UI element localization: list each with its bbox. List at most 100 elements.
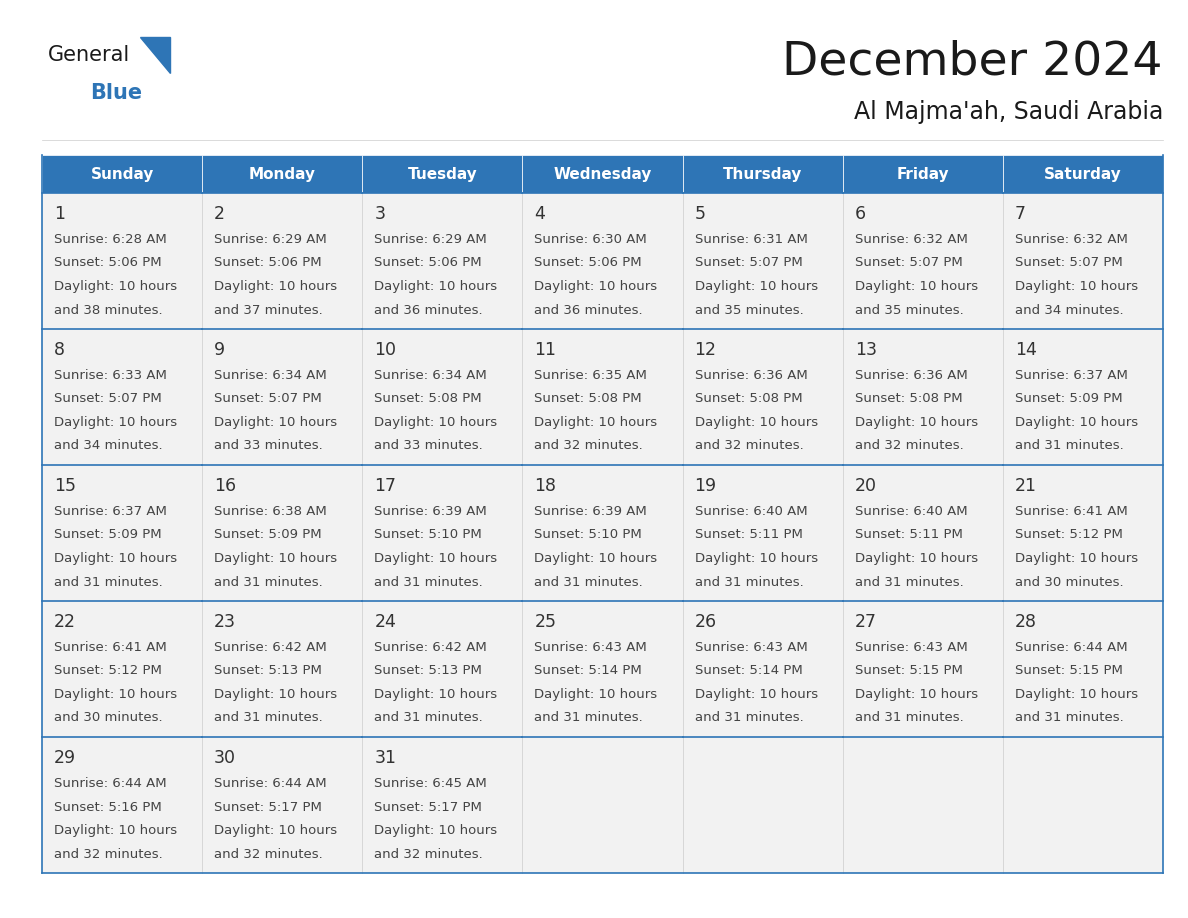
Text: 23: 23 bbox=[214, 613, 236, 631]
Text: Sunset: 5:13 PM: Sunset: 5:13 PM bbox=[214, 665, 322, 677]
Polygon shape bbox=[140, 37, 170, 73]
Bar bbox=[202, 601, 362, 737]
Text: Sunset: 5:06 PM: Sunset: 5:06 PM bbox=[374, 256, 482, 270]
Text: Sunrise: 6:42 AM: Sunrise: 6:42 AM bbox=[214, 641, 327, 654]
Text: Sunrise: 6:44 AM: Sunrise: 6:44 AM bbox=[214, 777, 327, 790]
Text: 11: 11 bbox=[535, 341, 556, 359]
Bar bbox=[362, 155, 523, 193]
Text: Daylight: 10 hours: Daylight: 10 hours bbox=[535, 416, 657, 429]
Text: 13: 13 bbox=[854, 341, 877, 359]
Text: Sunrise: 6:33 AM: Sunrise: 6:33 AM bbox=[53, 369, 166, 382]
Bar bbox=[362, 737, 523, 873]
Text: Daylight: 10 hours: Daylight: 10 hours bbox=[535, 688, 657, 701]
Bar bbox=[1003, 155, 1163, 193]
Bar bbox=[842, 155, 1003, 193]
Text: Daylight: 10 hours: Daylight: 10 hours bbox=[53, 416, 177, 429]
Text: Friday: Friday bbox=[897, 166, 949, 182]
Text: Sunset: 5:14 PM: Sunset: 5:14 PM bbox=[695, 665, 802, 677]
Text: Wednesday: Wednesday bbox=[554, 166, 652, 182]
Text: Sunday: Sunday bbox=[90, 166, 153, 182]
Bar bbox=[202, 737, 362, 873]
Text: and 31 minutes.: and 31 minutes. bbox=[214, 576, 323, 588]
Text: Sunrise: 6:37 AM: Sunrise: 6:37 AM bbox=[1015, 369, 1127, 382]
Text: 8: 8 bbox=[53, 341, 65, 359]
Text: Sunset: 5:09 PM: Sunset: 5:09 PM bbox=[214, 529, 322, 542]
Text: Sunrise: 6:43 AM: Sunrise: 6:43 AM bbox=[854, 641, 967, 654]
Text: Thursday: Thursday bbox=[723, 166, 802, 182]
Text: Daylight: 10 hours: Daylight: 10 hours bbox=[695, 688, 817, 701]
Text: Sunrise: 6:30 AM: Sunrise: 6:30 AM bbox=[535, 233, 647, 246]
Text: 17: 17 bbox=[374, 477, 397, 495]
Text: Daylight: 10 hours: Daylight: 10 hours bbox=[1015, 280, 1138, 293]
Text: 14: 14 bbox=[1015, 341, 1037, 359]
Bar bbox=[42, 737, 202, 873]
Text: Sunset: 5:13 PM: Sunset: 5:13 PM bbox=[374, 665, 482, 677]
Bar bbox=[1003, 329, 1163, 465]
Text: 4: 4 bbox=[535, 205, 545, 223]
Bar bbox=[842, 329, 1003, 465]
Bar bbox=[42, 193, 202, 329]
Text: and 38 minutes.: and 38 minutes. bbox=[53, 304, 163, 317]
Text: 26: 26 bbox=[695, 613, 716, 631]
Text: Daylight: 10 hours: Daylight: 10 hours bbox=[214, 416, 337, 429]
Text: 21: 21 bbox=[1015, 477, 1037, 495]
Text: Sunrise: 6:41 AM: Sunrise: 6:41 AM bbox=[1015, 505, 1127, 518]
Text: Daylight: 10 hours: Daylight: 10 hours bbox=[695, 552, 817, 565]
Text: 29: 29 bbox=[53, 749, 76, 767]
Bar bbox=[362, 465, 523, 601]
Text: Sunrise: 6:36 AM: Sunrise: 6:36 AM bbox=[854, 369, 967, 382]
Bar bbox=[842, 737, 1003, 873]
Text: 16: 16 bbox=[214, 477, 236, 495]
Text: Sunrise: 6:39 AM: Sunrise: 6:39 AM bbox=[374, 505, 487, 518]
Bar bbox=[362, 193, 523, 329]
Text: Sunset: 5:06 PM: Sunset: 5:06 PM bbox=[214, 256, 322, 270]
Text: Sunrise: 6:37 AM: Sunrise: 6:37 AM bbox=[53, 505, 166, 518]
Bar bbox=[202, 155, 362, 193]
Text: and 31 minutes.: and 31 minutes. bbox=[695, 711, 803, 724]
Text: and 31 minutes.: and 31 minutes. bbox=[1015, 711, 1124, 724]
Bar bbox=[842, 601, 1003, 737]
Text: Daylight: 10 hours: Daylight: 10 hours bbox=[854, 552, 978, 565]
Bar bbox=[683, 465, 842, 601]
Text: Sunrise: 6:32 AM: Sunrise: 6:32 AM bbox=[854, 233, 967, 246]
Text: and 35 minutes.: and 35 minutes. bbox=[695, 304, 803, 317]
Text: Sunrise: 6:45 AM: Sunrise: 6:45 AM bbox=[374, 777, 487, 790]
Text: and 35 minutes.: and 35 minutes. bbox=[854, 304, 963, 317]
Text: Sunset: 5:07 PM: Sunset: 5:07 PM bbox=[1015, 256, 1123, 270]
Bar bbox=[1003, 737, 1163, 873]
Text: Daylight: 10 hours: Daylight: 10 hours bbox=[374, 824, 498, 837]
Text: 1: 1 bbox=[53, 205, 65, 223]
Text: Daylight: 10 hours: Daylight: 10 hours bbox=[374, 280, 498, 293]
Bar bbox=[362, 329, 523, 465]
Bar bbox=[1003, 465, 1163, 601]
Text: 19: 19 bbox=[695, 477, 716, 495]
Text: and 31 minutes.: and 31 minutes. bbox=[1015, 440, 1124, 453]
Text: 28: 28 bbox=[1015, 613, 1037, 631]
Bar bbox=[683, 601, 842, 737]
Text: Sunrise: 6:32 AM: Sunrise: 6:32 AM bbox=[1015, 233, 1127, 246]
Text: Sunrise: 6:44 AM: Sunrise: 6:44 AM bbox=[1015, 641, 1127, 654]
Text: and 31 minutes.: and 31 minutes. bbox=[854, 711, 963, 724]
Text: Daylight: 10 hours: Daylight: 10 hours bbox=[53, 688, 177, 701]
Bar bbox=[42, 155, 202, 193]
Text: Sunset: 5:17 PM: Sunset: 5:17 PM bbox=[214, 800, 322, 813]
Text: 30: 30 bbox=[214, 749, 236, 767]
Text: and 34 minutes.: and 34 minutes. bbox=[1015, 304, 1124, 317]
Bar bbox=[1003, 601, 1163, 737]
Text: and 31 minutes.: and 31 minutes. bbox=[535, 711, 643, 724]
Text: Sunset: 5:06 PM: Sunset: 5:06 PM bbox=[53, 256, 162, 270]
Text: Sunset: 5:12 PM: Sunset: 5:12 PM bbox=[53, 665, 162, 677]
Text: 7: 7 bbox=[1015, 205, 1026, 223]
Text: Daylight: 10 hours: Daylight: 10 hours bbox=[695, 280, 817, 293]
Text: Sunset: 5:14 PM: Sunset: 5:14 PM bbox=[535, 665, 643, 677]
Text: Sunrise: 6:34 AM: Sunrise: 6:34 AM bbox=[214, 369, 327, 382]
Text: Sunset: 5:12 PM: Sunset: 5:12 PM bbox=[1015, 529, 1123, 542]
Text: Daylight: 10 hours: Daylight: 10 hours bbox=[214, 280, 337, 293]
Text: and 36 minutes.: and 36 minutes. bbox=[535, 304, 643, 317]
Text: Tuesday: Tuesday bbox=[407, 166, 478, 182]
Text: Sunrise: 6:43 AM: Sunrise: 6:43 AM bbox=[695, 641, 808, 654]
Text: 3: 3 bbox=[374, 205, 385, 223]
Text: Sunset: 5:16 PM: Sunset: 5:16 PM bbox=[53, 800, 162, 813]
Text: Daylight: 10 hours: Daylight: 10 hours bbox=[854, 416, 978, 429]
Text: Sunset: 5:08 PM: Sunset: 5:08 PM bbox=[854, 393, 962, 406]
